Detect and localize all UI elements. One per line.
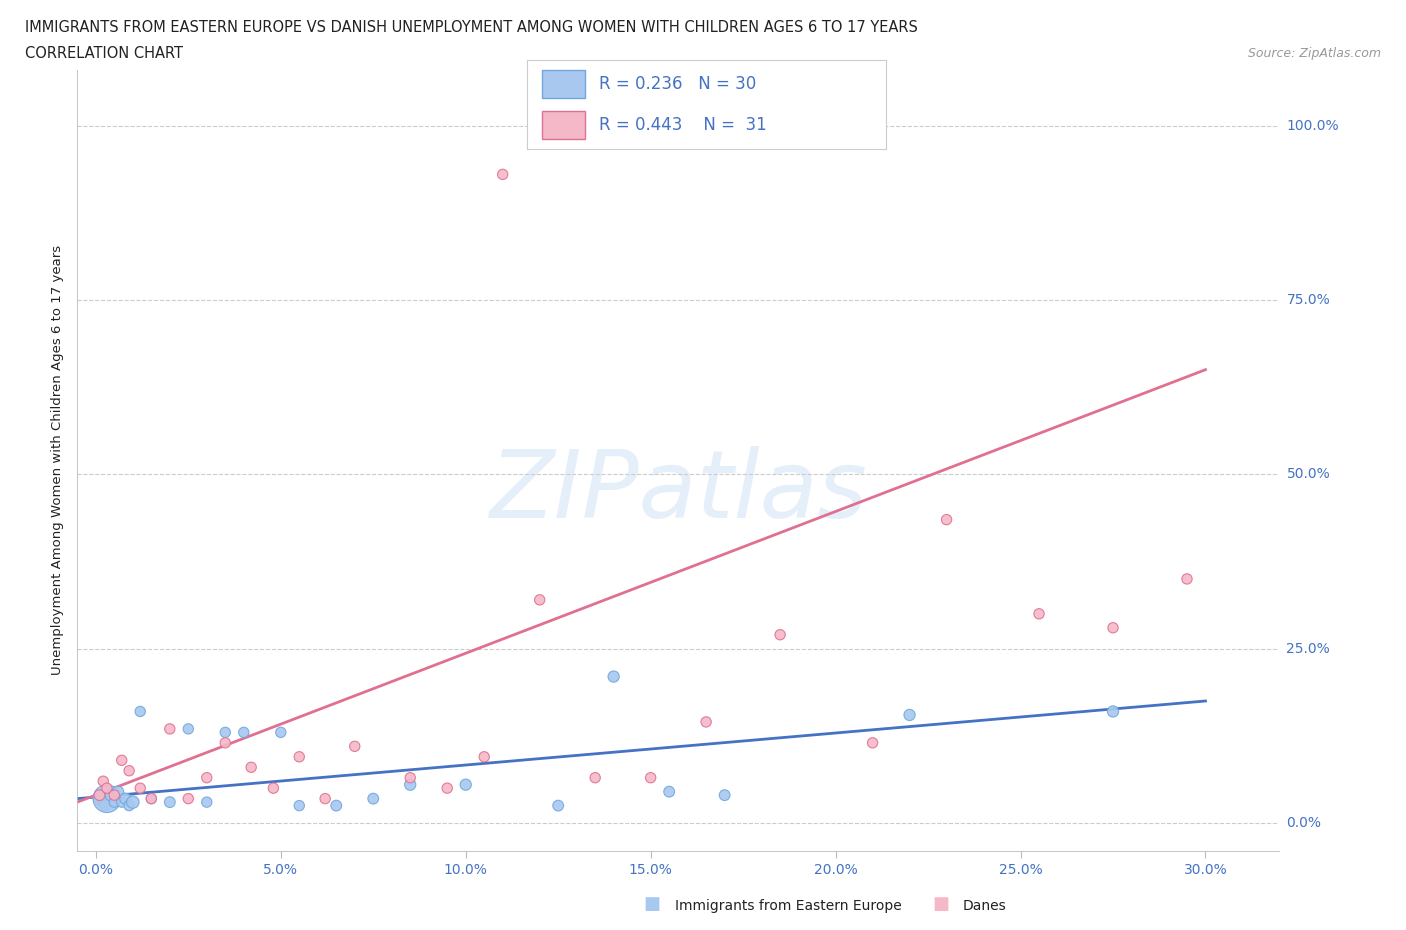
Point: [141, 791, 163, 806]
Point: [270, 725, 292, 740]
Point: [898, 708, 921, 723]
Point: [343, 738, 366, 753]
Point: [89, 791, 111, 806]
Point: [103, 794, 125, 809]
FancyBboxPatch shape: [541, 70, 585, 99]
Point: [436, 781, 458, 796]
Point: [159, 794, 181, 809]
Text: 0.0%: 0.0%: [1286, 816, 1322, 830]
Text: 50.0%: 50.0%: [1286, 467, 1330, 482]
Point: [195, 770, 218, 785]
Point: [94, 798, 117, 813]
Point: [454, 777, 477, 792]
Point: [118, 798, 141, 813]
Text: ZIPatlas: ZIPatlas: [489, 446, 868, 538]
Text: 75.0%: 75.0%: [1286, 293, 1330, 307]
Point: [472, 750, 495, 764]
Point: [129, 704, 152, 719]
Point: [1028, 606, 1050, 621]
Point: [91, 774, 114, 789]
Text: Source: ZipAtlas.com: Source: ZipAtlas.com: [1247, 46, 1381, 60]
Point: [195, 794, 218, 809]
Point: [121, 794, 143, 809]
Point: [314, 791, 336, 806]
Text: Immigrants from Eastern Europe: Immigrants from Eastern Europe: [675, 899, 901, 913]
FancyBboxPatch shape: [541, 111, 585, 140]
Point: [1102, 704, 1125, 719]
Point: [111, 753, 134, 768]
Text: 25.0%: 25.0%: [1286, 642, 1330, 656]
Y-axis label: Unemployment Among Women with Children Ages 6 to 17 years: Unemployment Among Women with Children A…: [51, 246, 65, 675]
Point: [91, 794, 114, 809]
Point: [547, 798, 569, 813]
Text: Danes: Danes: [963, 899, 1007, 913]
Point: [1102, 620, 1125, 635]
Text: R = 0.443    N =  31: R = 0.443 N = 31: [599, 116, 766, 134]
Point: [262, 781, 284, 796]
Text: 100.0%: 100.0%: [1286, 118, 1339, 133]
Point: [141, 791, 163, 806]
Point: [214, 736, 236, 751]
Point: [107, 784, 129, 799]
Point: [103, 788, 125, 803]
Point: [769, 628, 792, 643]
Text: CORRELATION CHART: CORRELATION CHART: [25, 46, 183, 61]
Point: [177, 791, 200, 806]
Point: [1175, 571, 1198, 587]
Point: [288, 750, 311, 764]
Point: [232, 725, 254, 740]
Point: [111, 794, 134, 809]
Point: [96, 791, 118, 806]
Point: [240, 760, 263, 775]
Text: IMMIGRANTS FROM EASTERN EUROPE VS DANISH UNEMPLOYMENT AMONG WOMEN WITH CHILDREN : IMMIGRANTS FROM EASTERN EUROPE VS DANISH…: [25, 20, 918, 35]
Point: [713, 788, 735, 803]
Text: ■: ■: [932, 896, 949, 913]
Point: [399, 770, 422, 785]
Point: [640, 770, 662, 785]
Point: [288, 798, 311, 813]
Point: [118, 764, 141, 778]
Point: [129, 781, 152, 796]
Point: [529, 592, 551, 607]
Point: [399, 777, 422, 792]
Point: [325, 798, 347, 813]
Point: [492, 167, 515, 182]
Point: [114, 791, 136, 806]
Text: R = 0.236   N = 30: R = 0.236 N = 30: [599, 75, 756, 93]
Point: [177, 722, 200, 737]
Point: [695, 714, 717, 729]
Point: [361, 791, 384, 806]
Point: [159, 722, 181, 737]
Point: [89, 788, 111, 803]
Point: [862, 736, 884, 751]
Point: [100, 788, 122, 803]
Point: [583, 770, 606, 785]
Point: [214, 725, 236, 740]
Point: [96, 781, 118, 796]
Point: [935, 512, 957, 527]
Point: [658, 784, 681, 799]
Text: ■: ■: [644, 896, 661, 913]
Point: [602, 670, 624, 684]
